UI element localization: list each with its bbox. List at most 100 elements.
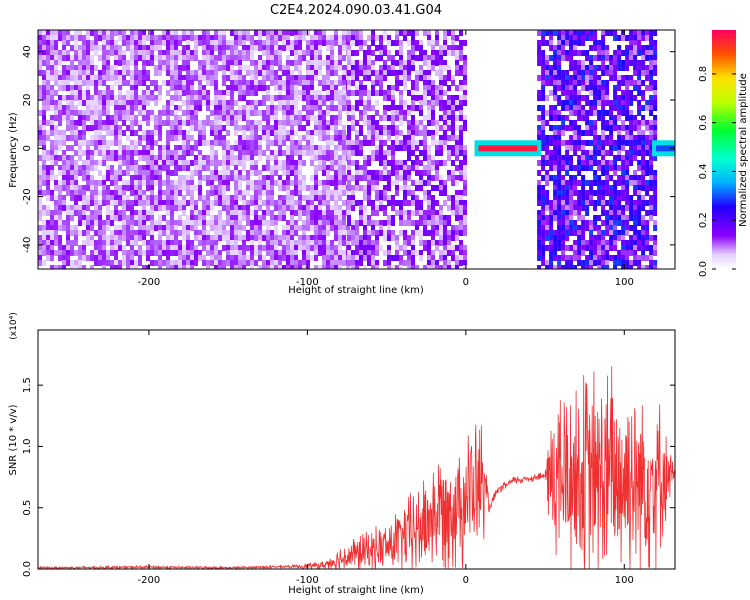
spectrogram-cell: [98, 220, 102, 226]
spectrogram-cell: [637, 135, 642, 141]
spectrogram-cell: [605, 110, 610, 116]
spectrogram-cell: [234, 205, 238, 211]
spectrogram-cell: [66, 75, 70, 81]
spectrogram-cell: [545, 160, 550, 166]
spectrogram-cell: [557, 60, 562, 66]
spectrogram-cell: [435, 185, 439, 191]
spectrogram-cell: [569, 55, 574, 61]
spectrogram-cell: [142, 40, 146, 46]
spectrogram-cell: [589, 220, 594, 226]
spectrogram-cell: [178, 180, 182, 186]
spectrogram-cell: [246, 100, 250, 106]
spectrogram-cell: [367, 155, 371, 161]
spectrogram-cell: [451, 255, 455, 261]
spectrogram-cell: [330, 240, 334, 246]
spectrogram-cell: [170, 120, 174, 126]
spectrogram-cell: [158, 230, 162, 236]
spectrogram-cell: [549, 80, 554, 86]
spectrogram-cell: [78, 45, 82, 51]
spectrogram-cell: [447, 155, 451, 161]
spectrogram-cell: [154, 95, 158, 101]
spectrogram-cell: [435, 215, 439, 221]
spectrogram-cell: [270, 240, 274, 246]
spectrogram-cell: [146, 120, 150, 126]
spectrogram-cell: [78, 70, 82, 76]
spectrogram-cell: [545, 265, 550, 269]
spectrogram-cell: [242, 115, 246, 121]
spectrogram-cell: [621, 255, 626, 261]
spectrogram-cell: [326, 225, 330, 231]
spectrogram-cell: [363, 185, 367, 191]
spectrogram-cell: [282, 35, 286, 41]
spectrogram-cell: [355, 150, 359, 156]
spectrogram-cell: [254, 80, 258, 86]
spectrogram-cell: [347, 45, 351, 51]
spectrogram-cell: [282, 205, 286, 211]
spectrogram-cell: [226, 230, 230, 236]
spectrogram-cell: [110, 85, 114, 91]
spectrogram-cell: [98, 245, 102, 251]
spectrogram-cell: [455, 140, 459, 146]
spectrogram-cell: [427, 195, 431, 201]
spectrogram-cell: [371, 30, 375, 36]
spectrogram-cell: [411, 35, 415, 41]
spectrogram-cell: [346, 190, 350, 196]
spectrogram-cell: [557, 45, 562, 51]
spectrogram-cell: [589, 185, 594, 191]
spectrogram-cell: [637, 125, 642, 131]
spectrogram-cell: [569, 110, 574, 116]
spectrogram-cell: [66, 70, 70, 76]
spectrogram-cell: [314, 30, 318, 36]
spectrogram-cell: [46, 220, 50, 226]
spectrogram-cell: [549, 165, 554, 171]
spectrogram-cell: [447, 85, 451, 91]
spectrogram-cell: [367, 235, 371, 241]
spectrogram-cell: [102, 140, 106, 146]
spectrogram-cell: [90, 235, 94, 241]
spectrogram-cell: [314, 45, 318, 51]
spectrogram-cell: [395, 235, 399, 241]
spectrogram-cell: [375, 125, 379, 131]
spectrogram-cell: [254, 40, 258, 46]
spectrogram-cell: [629, 210, 634, 216]
spectrogram-cell: [242, 30, 246, 36]
spectrogram-cell: [86, 90, 90, 96]
spectrogram-cell: [178, 70, 182, 76]
spectrogram-cell: [557, 190, 562, 196]
spectrogram-cell: [38, 190, 42, 196]
spectrogram-cell: [633, 45, 638, 51]
spectrogram-cell: [198, 105, 202, 111]
spectrogram-cell: [463, 85, 467, 91]
spectrogram-cell: [274, 160, 278, 166]
spectrogram-cell: [371, 205, 375, 211]
spectrogram-cell: [122, 80, 126, 86]
spectrogram-cell: [423, 155, 427, 161]
spectrogram-cell: [118, 225, 122, 231]
spectrogram-cell: [415, 75, 419, 81]
spectrogram-cell: [174, 55, 178, 61]
spectrogram-cell: [310, 40, 314, 46]
spectrogram-cell: [403, 100, 407, 106]
spectrogram-cell: [142, 90, 146, 96]
spectrogram-cell: [601, 95, 606, 101]
spectrogram-cell: [371, 150, 375, 156]
spectrogram-cell: [282, 170, 286, 176]
spectrogram-cell: [443, 35, 447, 41]
spectrogram-cell: [371, 120, 375, 126]
spectrogram-cell: [379, 50, 383, 56]
spectrogram-cell: [371, 240, 375, 246]
spectrogram-cell: [355, 220, 359, 226]
spectrogram-cell: [222, 205, 226, 211]
spectrogram-cell: [330, 155, 334, 161]
spectrogram-cell: [447, 50, 451, 56]
spectrogram-cell: [86, 125, 90, 131]
spectrogram-cell: [455, 215, 459, 221]
spectrogram-cell: [166, 105, 170, 111]
spectrogram-cell: [270, 110, 274, 116]
spectrogram-cell: [318, 205, 322, 211]
spectrogram-cell: [170, 55, 174, 61]
spectrogram-cell: [190, 50, 194, 56]
spectrogram-cell: [226, 195, 230, 201]
spectrogram-cell: [158, 265, 162, 269]
spectrogram-cell: [541, 80, 546, 86]
